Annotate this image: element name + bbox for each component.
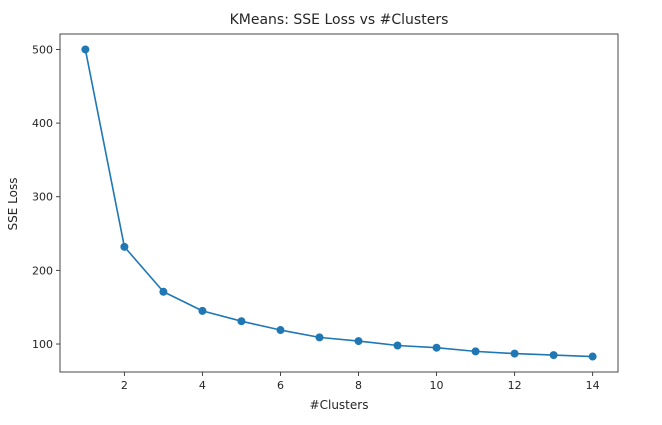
x-tick-label: 12: [508, 379, 522, 392]
axes-frame: [59, 33, 619, 373]
x-tick-label: 14: [586, 379, 600, 392]
data-point: [354, 337, 363, 346]
y-tick-label: 500: [32, 43, 53, 56]
y-tick-label: 400: [32, 117, 53, 130]
y-tick-label: 200: [32, 264, 53, 277]
data-point: [276, 326, 285, 335]
x-tick-label: 2: [121, 379, 128, 392]
plot-area: 2 4 6 8 10 12 14 100 200 300 400 500: [32, 33, 619, 392]
data-point: [588, 352, 597, 361]
x-tick-label: 4: [199, 379, 206, 392]
data-point: [471, 347, 480, 356]
data-point: [159, 287, 168, 296]
data-point: [510, 349, 519, 358]
data-point: [549, 351, 558, 360]
y-axis-label: SSE Loss: [6, 178, 20, 231]
y-tick-label: 100: [32, 338, 53, 351]
data-point: [120, 242, 129, 251]
x-tick-label: 8: [355, 379, 362, 392]
x-tick-label: 6: [277, 379, 284, 392]
data-point: [432, 343, 441, 352]
data-point: [237, 317, 246, 326]
data-point: [198, 306, 207, 315]
series-line: [84, 49, 593, 358]
chart-title: KMeans: SSE Loss vs #Clusters: [230, 12, 449, 28]
x-axis-label: #Clusters: [310, 398, 369, 412]
y-tick-label: 300: [32, 191, 53, 204]
data-point: [315, 333, 324, 342]
x-tick-label: 10: [430, 379, 444, 392]
data-point: [81, 45, 90, 54]
data-point: [393, 341, 402, 350]
